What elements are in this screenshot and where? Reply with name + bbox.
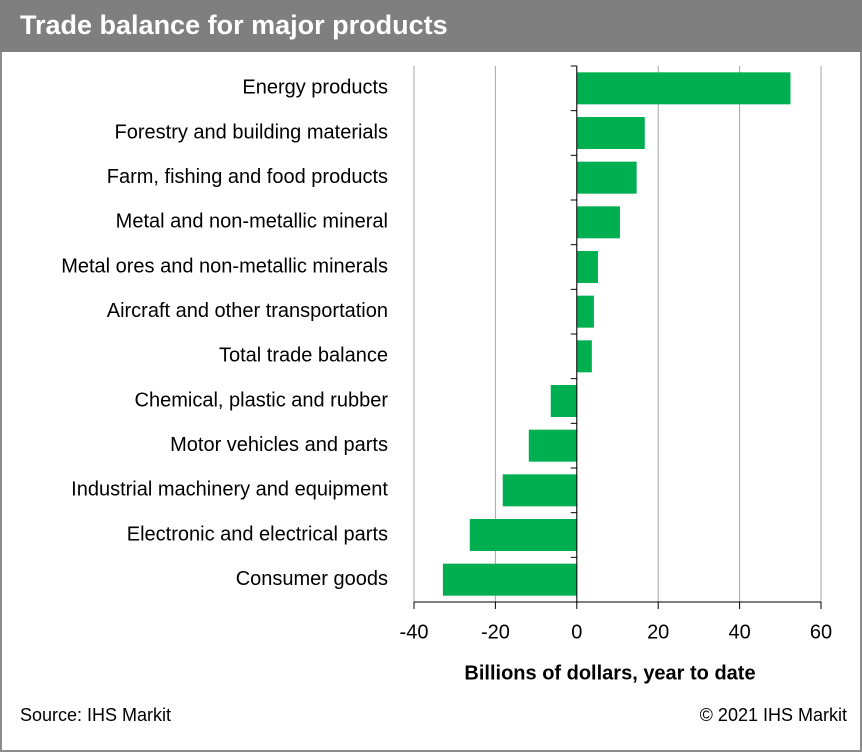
y-tick-label: Farm, fishing and food products	[107, 166, 388, 188]
y-tick-label: Total trade balance	[219, 345, 388, 367]
y-tick-label: Consumer goods	[236, 568, 388, 590]
y-tick-label: Chemical, plastic and rubber	[135, 389, 389, 411]
bar	[576, 340, 592, 373]
x-tick-label: 20	[647, 621, 669, 643]
y-tick-label: Forestry and building materials	[115, 121, 388, 143]
bar	[502, 474, 577, 507]
x-tick-label: -20	[481, 621, 510, 643]
y-tick-label: Metal and non-metallic mineral	[116, 211, 388, 233]
x-tick-label: 40	[728, 621, 750, 643]
bar	[442, 563, 577, 596]
bar	[550, 385, 577, 417]
y-tick-label: Electronic and electrical parts	[127, 523, 388, 545]
title-bar	[0, 0, 862, 52]
y-tick-label: Energy products	[242, 77, 388, 99]
bar	[576, 295, 594, 328]
chart-title: Trade balance for major products	[20, 10, 448, 40]
y-tick-label: Motor vehicles and parts	[170, 434, 388, 456]
y-tick-label: Metal ores and non-metallic minerals	[61, 255, 388, 277]
bar	[576, 161, 637, 194]
copyright: © 2021 IHS Markit	[700, 705, 847, 725]
x-tick-label: 0	[571, 621, 582, 643]
bar	[528, 429, 577, 462]
y-tick-label: Aircraft and other transportation	[107, 300, 388, 322]
y-tick-label: Industrial machinery and equipment	[71, 479, 388, 501]
bar	[576, 251, 598, 283]
bar	[576, 72, 791, 105]
x-tick-label: 60	[810, 621, 832, 643]
bar	[576, 117, 645, 149]
x-tick-label: -40	[400, 621, 429, 643]
x-axis-label: Billions of dollars, year to date	[464, 662, 755, 684]
bar	[469, 519, 577, 551]
bar	[576, 206, 620, 239]
source: Source: IHS Markit	[20, 705, 171, 725]
